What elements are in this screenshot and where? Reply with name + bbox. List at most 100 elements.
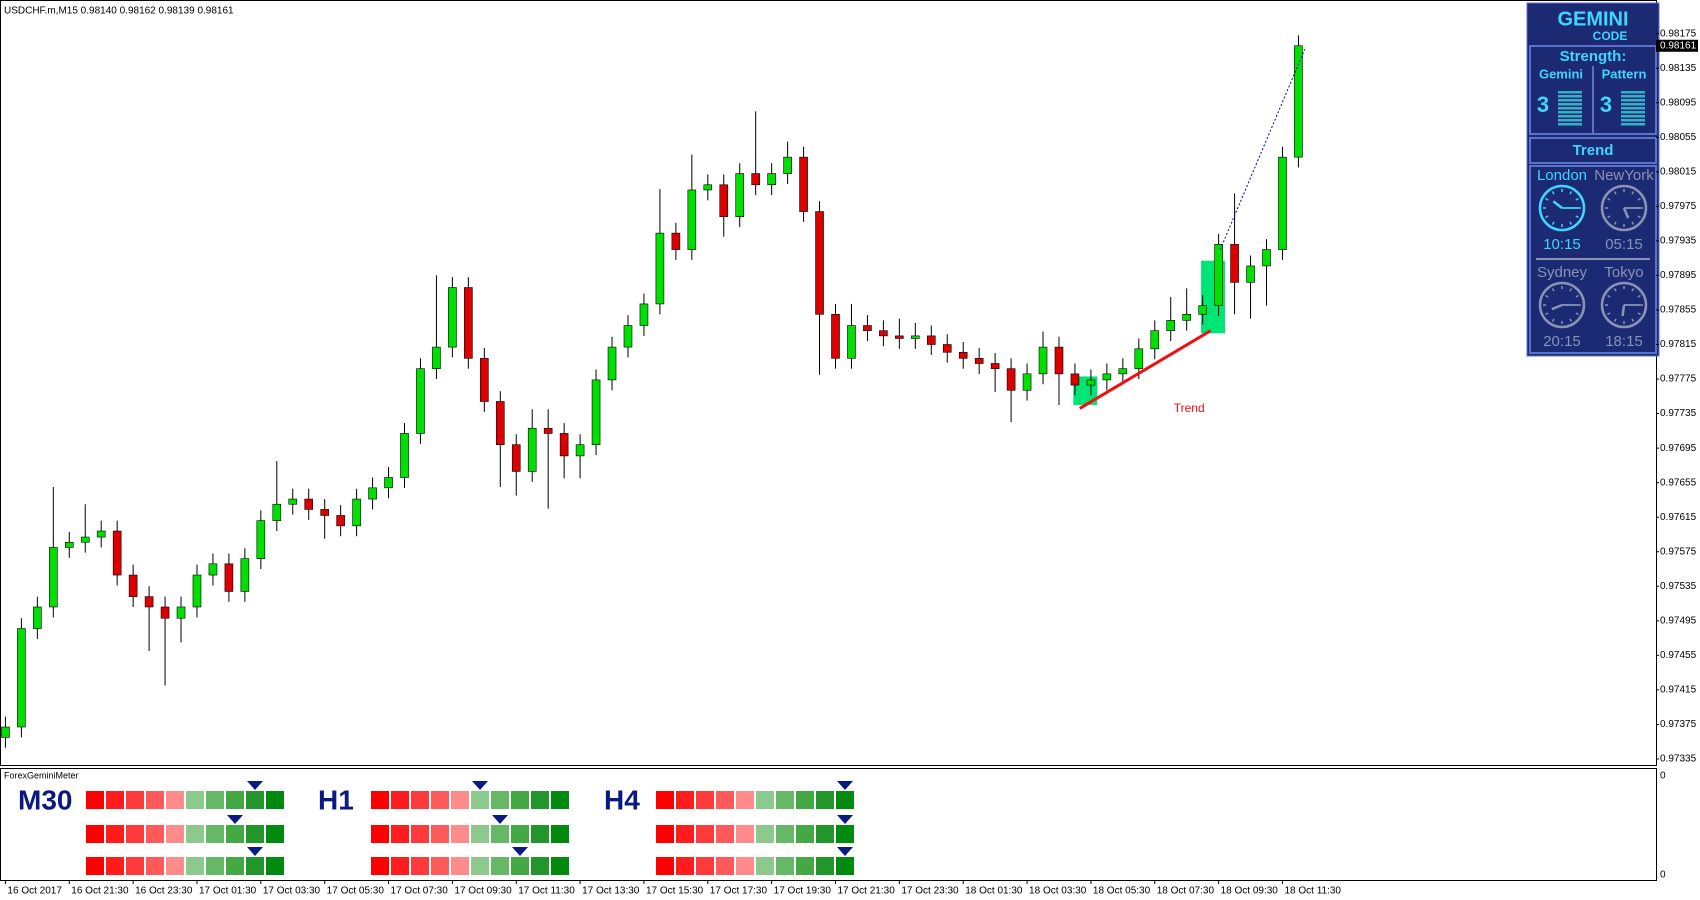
meter-axis-label: 0: [1660, 870, 1666, 881]
meter-cell: [166, 825, 184, 843]
candle-body: [64, 541, 74, 548]
meter-cell: [166, 857, 184, 875]
clock-tick: [1637, 197, 1641, 201]
candle-body: [480, 358, 489, 402]
meter-cell: [776, 857, 794, 875]
meter-cell: [126, 825, 144, 843]
candle-body: [591, 379, 601, 445]
meter-cell: [696, 857, 714, 875]
price-plot: Trend: [1, 35, 1306, 748]
y-tick-label: 0.97655: [1660, 477, 1697, 488]
candle-body: [240, 558, 250, 592]
clock-tick: [1575, 312, 1579, 316]
y-tick-label: 0.97975: [1660, 201, 1697, 212]
meter-cell: [656, 791, 674, 809]
meter-cell: [246, 857, 264, 875]
meter-cell: [146, 825, 164, 843]
meter-cell: [186, 857, 204, 875]
meter-cell: [186, 791, 204, 809]
meter-marker: [247, 781, 263, 790]
candle-body: [1246, 265, 1255, 283]
meter-cell: [471, 857, 489, 875]
meter-cell: [431, 857, 449, 875]
y-tick-label: 0.97935: [1660, 236, 1697, 247]
candle-body: [432, 346, 441, 369]
level-bar: [1558, 95, 1582, 98]
candle-body: [336, 515, 345, 527]
clock-tick: [1551, 318, 1555, 322]
meter-cell: [226, 857, 244, 875]
candle-body: [1230, 244, 1239, 283]
clock-tick: [1551, 221, 1555, 225]
meter-cell: [836, 791, 854, 809]
gemini-value: 3: [1537, 92, 1549, 117]
candle-body: [1166, 320, 1176, 331]
y-tick-label: 0.98095: [1660, 97, 1697, 108]
level-bar: [1558, 103, 1582, 106]
candle-body: [192, 574, 202, 608]
y-tick-label: 0.97815: [1660, 339, 1697, 350]
meter-cell: [776, 825, 794, 843]
candle-body: [974, 358, 984, 364]
meter-marker: [492, 815, 508, 824]
projection-line: [1219, 49, 1306, 250]
candle-body: [352, 498, 361, 527]
level-bar: [1621, 95, 1645, 98]
candle-body: [1262, 249, 1271, 267]
meter-cell: [451, 825, 469, 843]
meter-cell: [106, 825, 124, 843]
panel-title: GEMINI: [1557, 8, 1628, 30]
meter-cell: [696, 791, 714, 809]
meter-cell: [796, 825, 814, 843]
clock-tick: [1545, 215, 1549, 219]
candle-body: [879, 330, 888, 337]
meter-cell: [836, 857, 854, 875]
candle-body: [1198, 305, 1207, 315]
x-tick-label: 17 Oct 03:30: [263, 886, 321, 897]
candle-body: [208, 563, 218, 576]
meter-cell: [471, 791, 489, 809]
meter-marker: [837, 847, 853, 856]
clock-tick: [1637, 312, 1641, 316]
clock-hour-hand: [1552, 200, 1563, 209]
last-price-tag: [1656, 39, 1698, 52]
meter-cell: [226, 791, 244, 809]
trend-box: [1529, 137, 1657, 164]
x-tick-label: 17 Oct 01:30: [199, 886, 257, 897]
clocks: London 10:15 NewYork 05:15 Sydney 20:15 Tokyo 1…: [1537, 167, 1654, 350]
meter-cell: [146, 791, 164, 809]
level-bar: [1621, 91, 1645, 94]
meter-cell: [491, 791, 509, 809]
clock-time: 10:15: [1543, 236, 1581, 253]
level-bar: [1621, 107, 1645, 110]
candle-body: [144, 596, 154, 608]
x-tick-label: 17 Oct 11:30: [518, 886, 575, 897]
y-tick-label: 0.97495: [1660, 615, 1697, 626]
meter-cell: [756, 791, 774, 809]
timeframe-label: H4: [604, 784, 640, 815]
clock-city: Tokyo: [1604, 264, 1643, 281]
clock-tick: [1575, 197, 1579, 201]
meter-cell: [816, 857, 834, 875]
candle-body: [623, 325, 633, 348]
y-tick-label: 0.97695: [1660, 443, 1697, 454]
candle-body: [543, 427, 553, 434]
meter-cell: [371, 791, 389, 809]
candle-body: [671, 232, 681, 250]
meter-cell: [836, 825, 854, 843]
meter-cell: [656, 825, 674, 843]
meter-cell: [551, 825, 569, 843]
clock-city: Sydney: [1537, 264, 1588, 281]
clock-tick: [1569, 288, 1573, 292]
level-bar: [1621, 111, 1645, 114]
clock-tick: [1575, 294, 1579, 298]
clock-tick: [1631, 318, 1635, 322]
meter-cell: [106, 791, 124, 809]
candle-body: [559, 433, 569, 457]
last-price-label: 0.98161: [1660, 40, 1697, 51]
meter-cell: [226, 825, 244, 843]
x-tick-label: 18 Oct 11:30: [1284, 886, 1341, 897]
candle-body: [112, 530, 122, 576]
x-tick-label: 17 Oct 07:30: [391, 886, 449, 897]
